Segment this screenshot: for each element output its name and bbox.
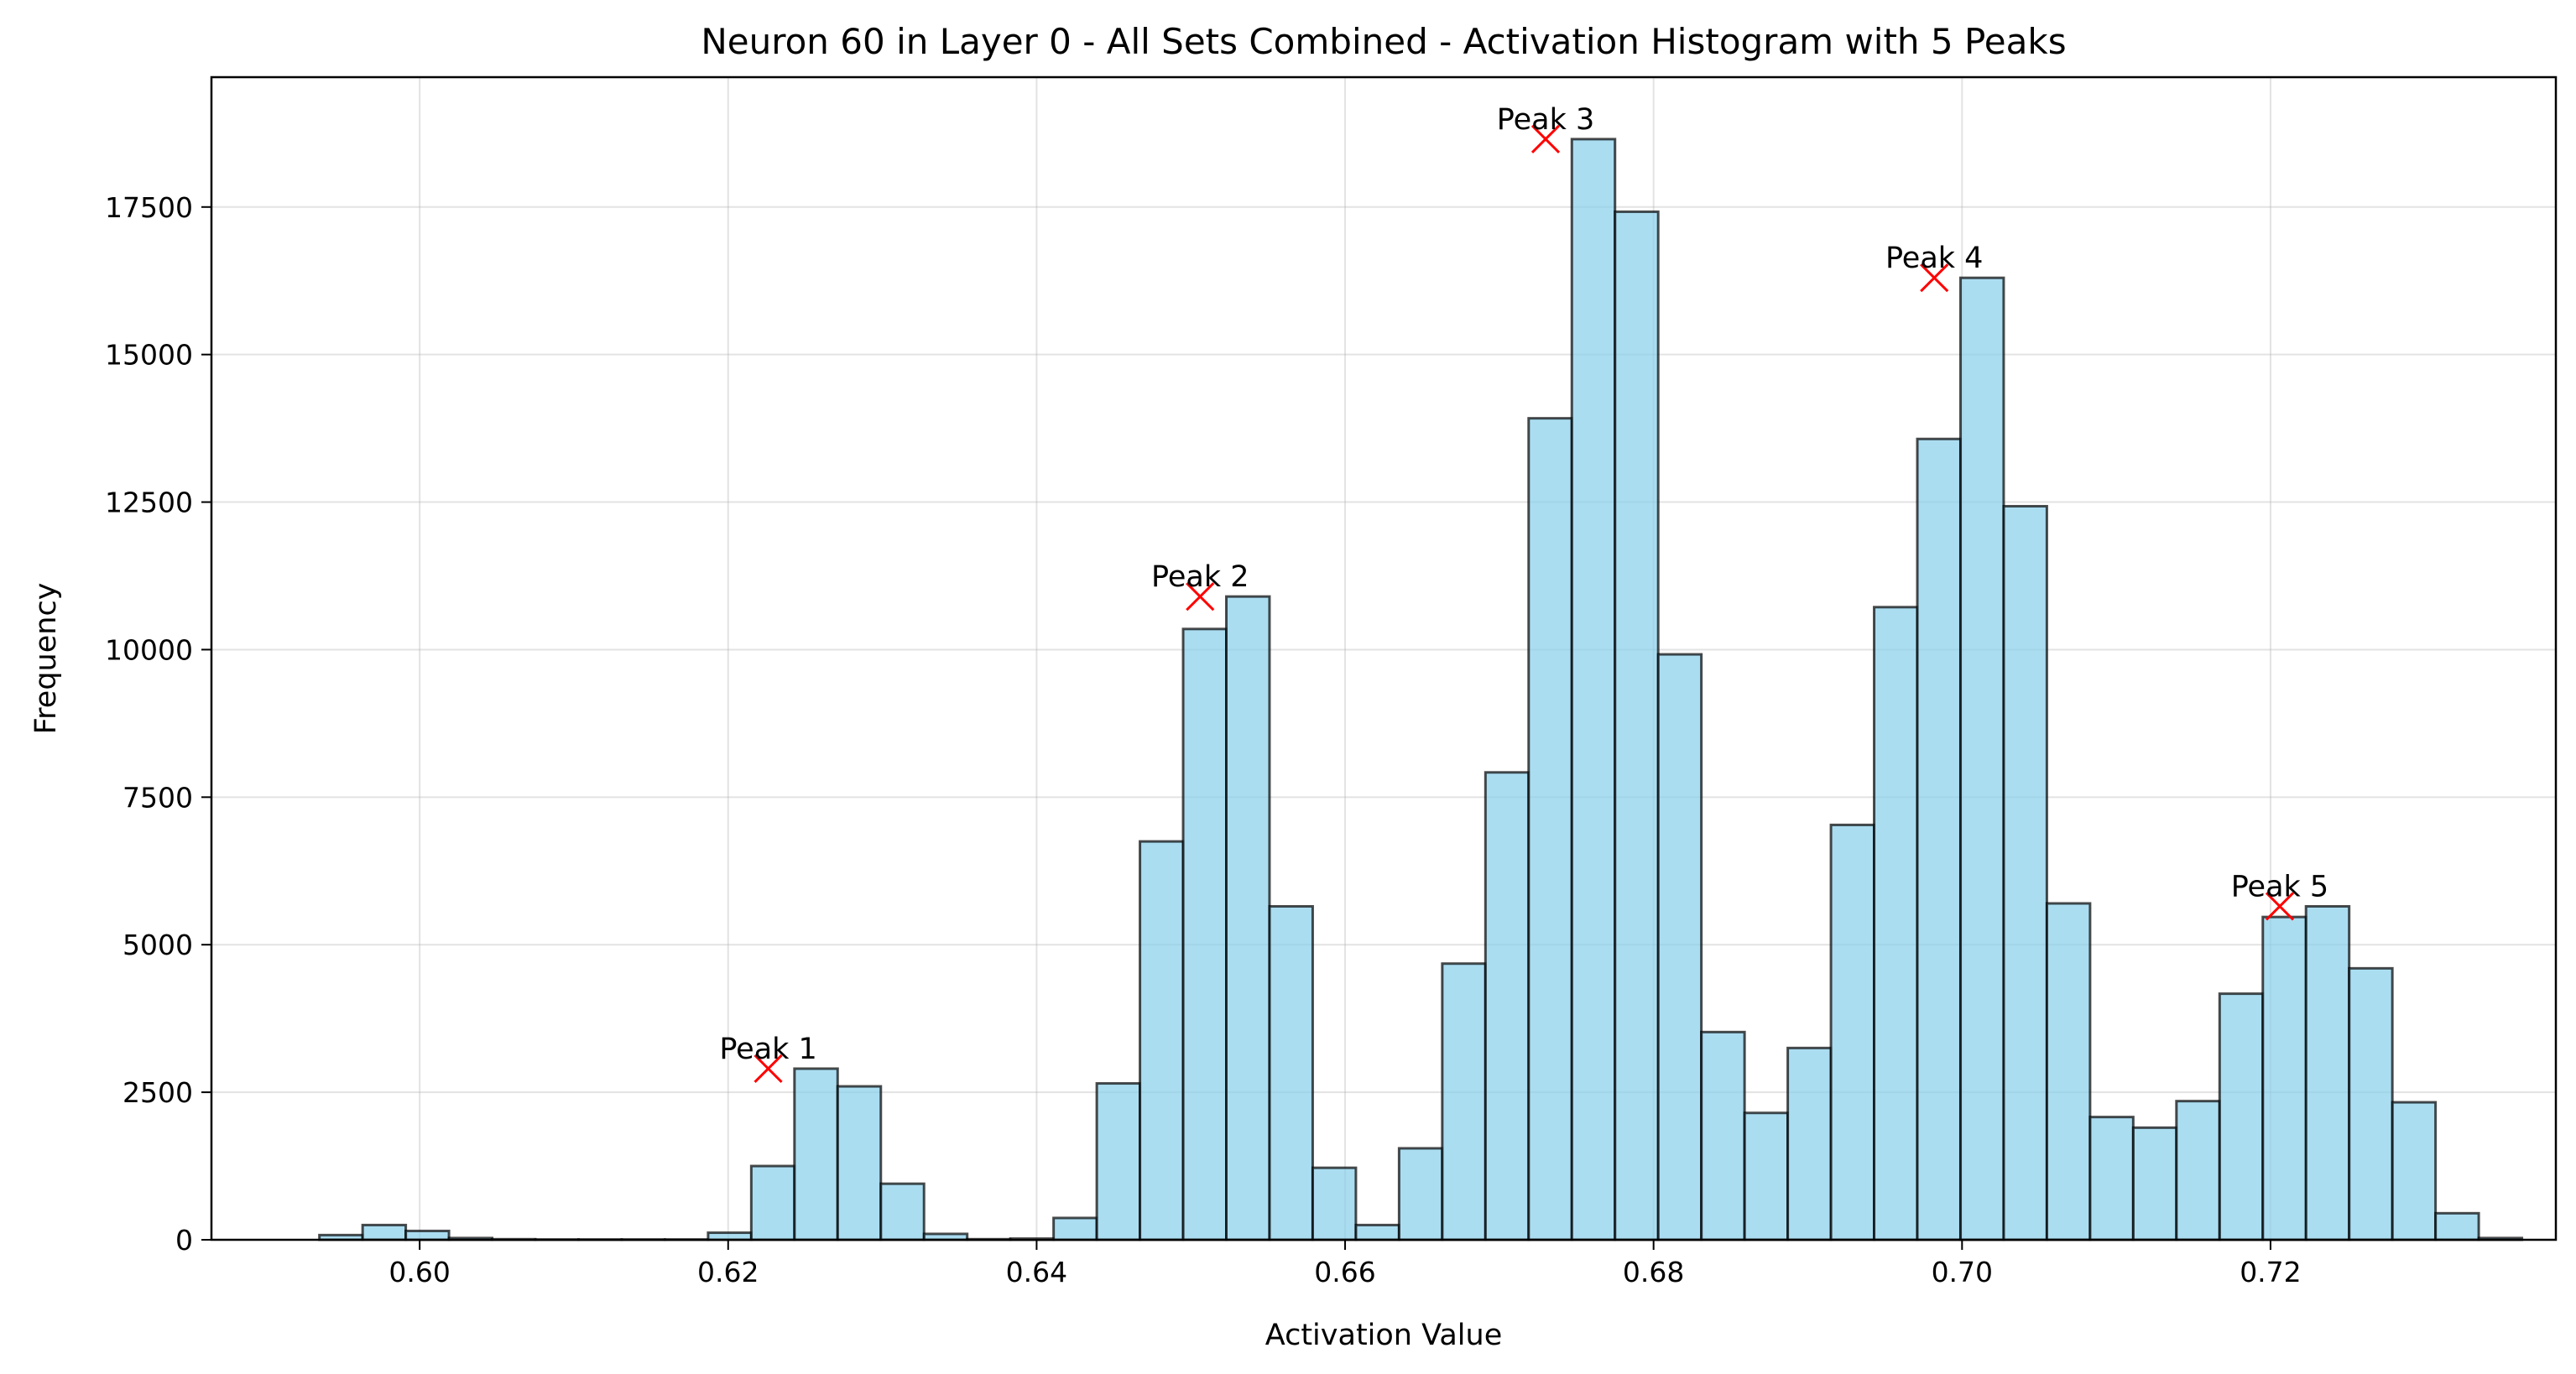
y-tick-label-5: 12500: [105, 487, 193, 519]
peak-marker-2: [1186, 582, 1215, 612]
plot-frame: [210, 75, 2558, 1241]
peak-label-5: Peak 5: [2231, 870, 2329, 903]
peak-marker-4: [1920, 263, 1949, 293]
peak-marker-stroke: [754, 1054, 783, 1084]
peak-marker-3: [1530, 124, 1561, 154]
peaks-layer: Peak 1 Peak 2 Peak 3 Peak 4 Peak 5: [719, 103, 2329, 1084]
histogram-bar-25: [1397, 1147, 1444, 1241]
histogram-bar-23: [1311, 1166, 1358, 1241]
histogram-bar-1: [361, 1223, 408, 1241]
x-tick-label-3: 0.66: [1314, 1256, 1375, 1288]
peak-marker-stroke: [1920, 263, 1949, 293]
histogram-bar-9: [707, 1231, 753, 1241]
histogram-bar-47: [2348, 966, 2394, 1241]
chart-title: Neuron 60 in Layer 0 - All Sets Combined…: [701, 21, 2066, 62]
peak-marker-5: [2265, 892, 2295, 921]
histogram-bar-41: [2088, 1116, 2135, 1241]
y-tick-label-0: 0: [175, 1224, 193, 1257]
x-tick-label-2: 0.64: [1006, 1256, 1067, 1288]
histogram-bar-13: [879, 1182, 926, 1241]
histogram-bar-18: [1095, 1082, 1142, 1241]
histogram-bar-2: [404, 1229, 451, 1241]
bars-layer: [318, 138, 2524, 1241]
x-tick-label-0: 0.60: [388, 1256, 450, 1288]
histogram-bar-46: [2304, 904, 2351, 1241]
histogram-bar-32: [1700, 1030, 1746, 1241]
histogram-bar-44: [2218, 992, 2265, 1241]
histogram-bar-36: [1873, 606, 1919, 1241]
grid-layer: [211, 77, 2556, 1241]
histogram-bar-45: [2261, 915, 2307, 1241]
histogram-bar-22: [1268, 904, 1314, 1241]
peak-marker-stroke: [2265, 892, 2295, 921]
peak-marker-1: [754, 1054, 783, 1084]
histogram-bar-11: [793, 1067, 839, 1241]
y-tick-label-7: 17500: [105, 191, 193, 224]
x-tick-label-6: 0.72: [2240, 1256, 2301, 1288]
histogram-bar-38: [1958, 276, 2005, 1241]
histogram-bar-33: [1743, 1111, 1790, 1241]
x-axis-label: Activation Value: [1265, 1319, 1502, 1352]
peak-label-2: Peak 2: [1151, 560, 1249, 594]
peak-label-4: Peak 4: [1885, 242, 1984, 275]
histogram-bar-43: [2175, 1100, 2221, 1241]
histogram-bar-34: [1786, 1046, 1833, 1241]
peak-marker-stroke: [1186, 582, 1215, 612]
histogram-bar-30: [1614, 210, 1660, 1241]
histogram-bar-19: [1139, 840, 1185, 1241]
y-axis-label: Frequency: [29, 583, 63, 735]
histogram-bar-28: [1527, 417, 1573, 1241]
peak-marker-stroke: [1530, 124, 1561, 154]
x-tick-label-4: 0.68: [1623, 1256, 1684, 1288]
y-tick-label-2: 5000: [123, 929, 193, 961]
peak-label-3: Peak 3: [1497, 103, 1595, 137]
histogram-bar-37: [1916, 437, 1962, 1241]
histogram-bar-40: [2045, 902, 2092, 1241]
histogram-bar-21: [1225, 595, 1271, 1241]
y-axis-ticks: 0 2500 5000 7500 10000 12500 15000 17500: [105, 191, 211, 1257]
x-tick-label-1: 0.62: [697, 1256, 759, 1288]
x-axis-ticks: 0.60 0.62 0.64 0.66 0.68 0.70 0.72: [388, 1240, 2302, 1288]
histogram-bar-26: [1441, 962, 1487, 1241]
y-tick-label-6: 15000: [105, 339, 193, 372]
histogram-bar-48: [2391, 1101, 2438, 1241]
histogram-bar-12: [836, 1085, 883, 1241]
x-tick-label-5: 0.70: [1932, 1256, 1993, 1288]
histogram-bar-29: [1570, 138, 1617, 1241]
histogram-bar-24: [1354, 1223, 1400, 1241]
histogram-bar-31: [1656, 653, 1703, 1241]
y-tick-label-3: 7500: [123, 781, 193, 814]
histogram-bar-20: [1181, 627, 1228, 1241]
histogram-bar-35: [1829, 823, 1876, 1241]
histogram-bar-10: [749, 1164, 796, 1241]
peak-label-1: Peak 1: [719, 1033, 817, 1066]
histogram-bar-27: [1484, 771, 1530, 1241]
histogram-bar-39: [2002, 504, 2048, 1241]
histogram-bar-49: [2434, 1211, 2480, 1241]
y-tick-label-1: 2500: [123, 1076, 193, 1109]
y-tick-label-4: 10000: [105, 633, 193, 666]
histogram-bar-42: [2131, 1126, 2178, 1241]
histogram-bar-17: [1052, 1216, 1098, 1241]
